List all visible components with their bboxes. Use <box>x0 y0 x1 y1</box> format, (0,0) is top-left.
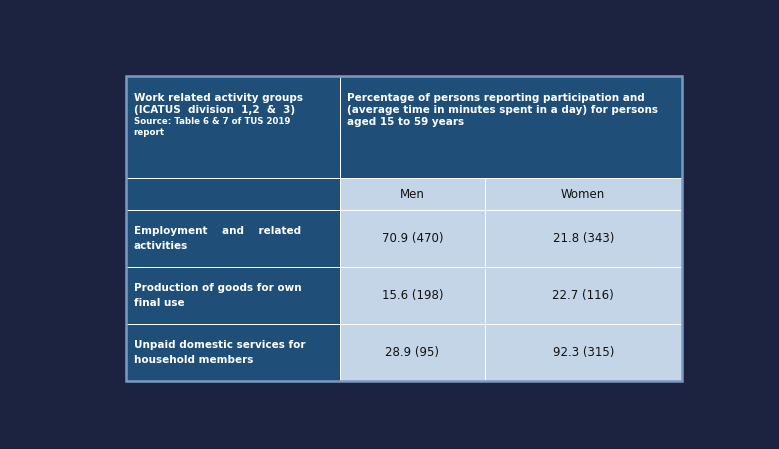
FancyBboxPatch shape <box>485 267 682 324</box>
Text: Percentage of persons reporting participation and: Percentage of persons reporting particip… <box>347 92 645 103</box>
FancyBboxPatch shape <box>126 324 340 381</box>
FancyBboxPatch shape <box>126 178 340 210</box>
Text: 28.9 (95): 28.9 (95) <box>386 346 439 359</box>
Text: (average time in minutes spent in a day) for persons: (average time in minutes spent in a day)… <box>347 105 658 115</box>
Text: final use: final use <box>134 298 184 308</box>
Text: Source: Table 6 & 7 of TUS 2019: Source: Table 6 & 7 of TUS 2019 <box>134 117 290 126</box>
FancyBboxPatch shape <box>340 324 485 381</box>
Text: (ICATUS  division  1,2  &  3): (ICATUS division 1,2 & 3) <box>134 105 294 115</box>
Text: aged 15 to 59 years: aged 15 to 59 years <box>347 118 464 128</box>
Text: 21.8 (343): 21.8 (343) <box>552 232 614 245</box>
Text: 92.3 (315): 92.3 (315) <box>552 346 614 359</box>
Text: Unpaid domestic services for: Unpaid domestic services for <box>134 340 305 350</box>
Text: 22.7 (116): 22.7 (116) <box>552 289 614 302</box>
FancyBboxPatch shape <box>340 76 682 178</box>
Text: Men: Men <box>400 188 425 201</box>
FancyBboxPatch shape <box>126 267 340 324</box>
FancyBboxPatch shape <box>126 210 340 267</box>
Text: Employment    and    related: Employment and related <box>134 226 301 236</box>
Text: Production of goods for own: Production of goods for own <box>134 283 301 293</box>
FancyBboxPatch shape <box>485 210 682 267</box>
FancyBboxPatch shape <box>485 178 682 210</box>
Text: Women: Women <box>561 188 605 201</box>
FancyBboxPatch shape <box>340 267 485 324</box>
FancyBboxPatch shape <box>340 210 485 267</box>
Text: Work related activity groups: Work related activity groups <box>134 92 302 103</box>
Text: 70.9 (470): 70.9 (470) <box>382 232 443 245</box>
Text: 15.6 (198): 15.6 (198) <box>382 289 443 302</box>
Text: report: report <box>134 128 164 136</box>
Text: activities: activities <box>134 241 188 251</box>
Text: household members: household members <box>134 355 253 365</box>
FancyBboxPatch shape <box>126 76 340 178</box>
FancyBboxPatch shape <box>485 324 682 381</box>
FancyBboxPatch shape <box>340 178 485 210</box>
